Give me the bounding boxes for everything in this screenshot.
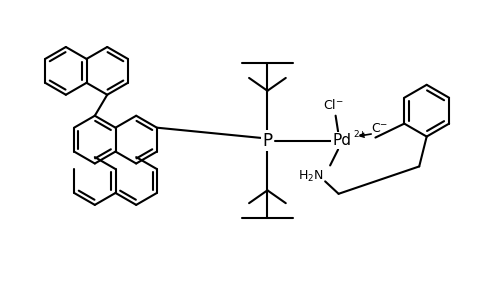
Text: H$_2$N: H$_2$N [298,169,324,184]
Text: Pd: Pd [332,133,351,148]
Text: Cl$^{-}$: Cl$^{-}$ [323,98,344,112]
Text: 2+: 2+ [353,130,366,139]
Text: C$^{-}$: C$^{-}$ [372,122,388,135]
Text: P: P [262,132,272,150]
